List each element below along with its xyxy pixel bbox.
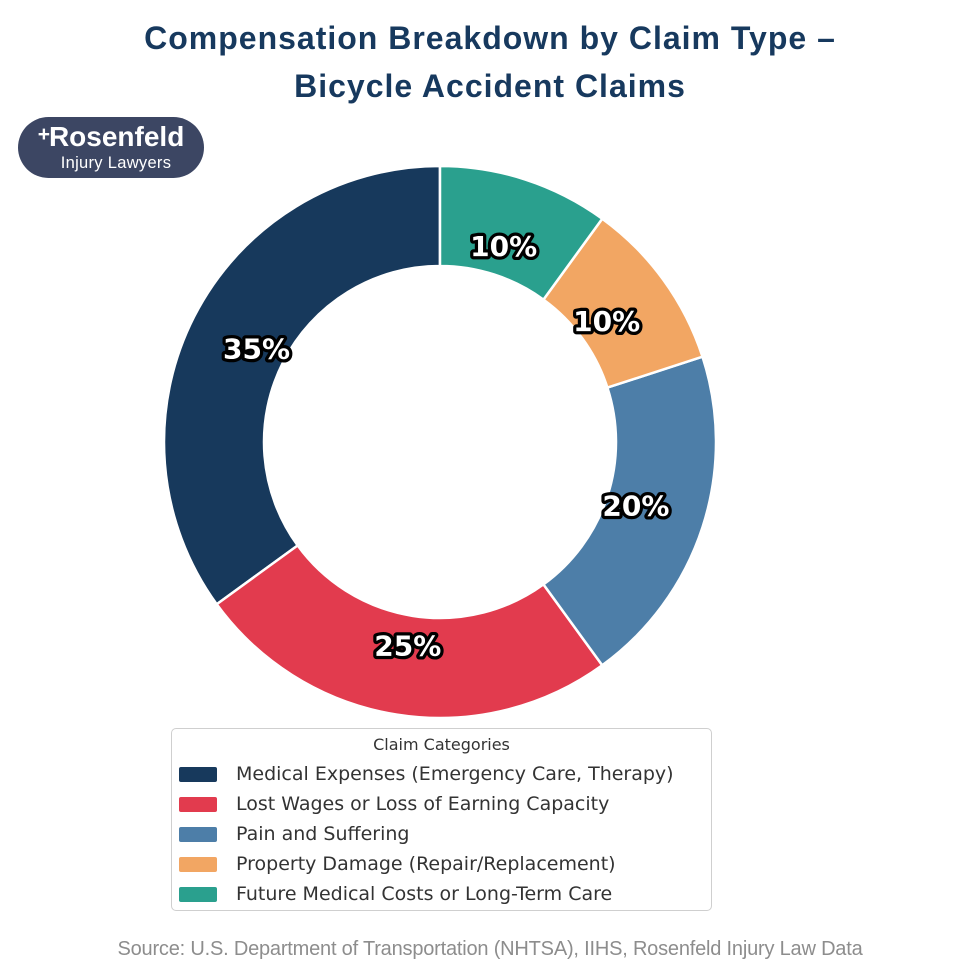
legend-label: Pain and Suffering bbox=[236, 823, 410, 845]
legend-item: Pain and Suffering bbox=[179, 819, 704, 849]
chart-title-line2: Bicycle Accident Claims bbox=[294, 68, 686, 104]
legend-rows: Medical Expenses (Emergency Care, Therap… bbox=[179, 759, 704, 909]
chart-title: Compensation Breakdown by Claim Type – B… bbox=[0, 14, 980, 110]
legend: Claim Categories Medical Expenses (Emerg… bbox=[171, 728, 712, 911]
rosenfeld-logo: +Rosenfeld Injury Lawyers bbox=[18, 117, 204, 178]
donut-percentage-labels: 35% 25% 20% 10% 10% bbox=[220, 227, 673, 666]
donut-slices bbox=[162, 164, 718, 720]
donut-slice bbox=[542, 355, 718, 667]
legend-item: Medical Expenses (Emergency Care, Therap… bbox=[179, 759, 704, 789]
legend-label: Medical Expenses (Emergency Care, Therap… bbox=[236, 763, 674, 785]
donut-slice bbox=[215, 544, 604, 720]
legend-swatch bbox=[179, 766, 217, 782]
legend-swatch bbox=[179, 886, 217, 902]
slice-percentage-label: 20% bbox=[602, 490, 669, 523]
legend-label: Property Damage (Repair/Replacement) bbox=[236, 853, 616, 875]
slice-percentage-label: 10% bbox=[470, 230, 537, 263]
slice-percentage-label: 10% bbox=[573, 305, 640, 338]
legend-item: Property Damage (Repair/Replacement) bbox=[179, 849, 704, 879]
legend-label: Lost Wages or Loss of Earning Capacity bbox=[236, 793, 610, 815]
legend-label: Future Medical Costs or Long-Term Care bbox=[236, 883, 613, 905]
legend-item: Future Medical Costs or Long-Term Care bbox=[179, 879, 704, 909]
slice-percentage-label: 35% bbox=[223, 333, 290, 366]
slice-percentage-label: 25% bbox=[374, 630, 441, 663]
legend-swatch bbox=[179, 856, 217, 872]
logo-subtitle: Injury Lawyers bbox=[60, 154, 172, 172]
legend-swatch bbox=[179, 796, 217, 812]
chart-title-line1: Compensation Breakdown by Claim Type – bbox=[144, 20, 836, 56]
logo-name-text: Rosenfeld bbox=[48, 121, 185, 152]
medical-cross-icon: + bbox=[37, 123, 50, 146]
logo-name: +Rosenfeld bbox=[18, 123, 204, 154]
source-attribution: Source: U.S. Department of Transportatio… bbox=[117, 938, 863, 960]
donut-slice bbox=[438, 164, 604, 301]
legend-title: Claim Categories bbox=[373, 735, 510, 754]
legend-item: Lost Wages or Loss of Earning Capacity bbox=[179, 789, 704, 819]
legend-swatch bbox=[179, 826, 217, 842]
donut-slice bbox=[162, 164, 442, 606]
